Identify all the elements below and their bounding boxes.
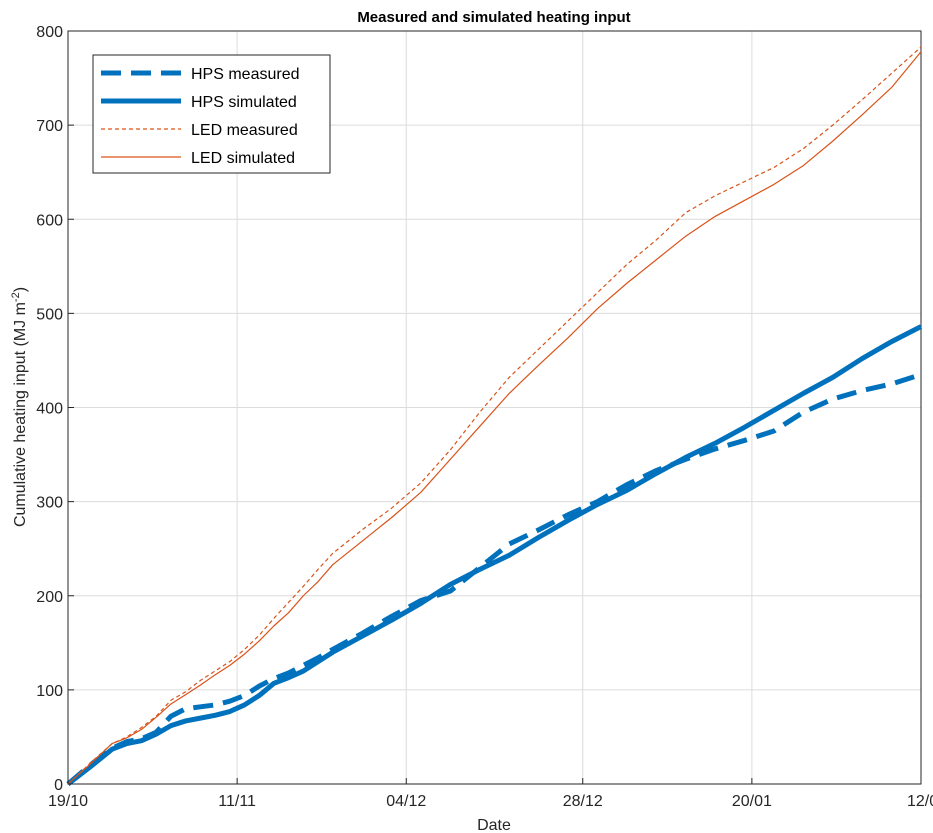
y-axis-label-close: ) <box>12 287 29 292</box>
y-tick-label: 600 <box>36 212 63 229</box>
series-line-hps-simulated <box>66 324 923 786</box>
x-tick-label: 28/12 <box>563 793 603 810</box>
x-tick-label: 19/10 <box>48 793 88 810</box>
legend-label-led-simulated: LED simulated <box>191 150 295 167</box>
legend: HPS measured HPS simulated LED measured … <box>92 54 331 174</box>
y-tick-label: 300 <box>36 495 63 512</box>
y-tick-label: 0 <box>54 777 63 794</box>
series-layer <box>66 46 923 786</box>
series-line-led-measured <box>67 46 922 785</box>
x-tick-label: 04/12 <box>386 793 426 810</box>
x-tick-label: 11/11 <box>218 793 256 810</box>
legend-label-hps-measured: HPS measured <box>191 66 300 83</box>
series-line-hps-measured <box>66 372 922 786</box>
y-axis-label-main: Cumulative heating input (MJ m <box>12 302 29 527</box>
y-tick-label: 700 <box>36 118 63 135</box>
series-line-led-simulated <box>67 51 922 785</box>
y-tick-label: 100 <box>36 683 63 700</box>
x-axis-label: Date <box>477 817 511 833</box>
x-tick-label: 20/01 <box>732 793 772 810</box>
x-tick-label: 12/0 <box>907 793 933 810</box>
legend-label-hps-simulated: HPS simulated <box>191 94 297 111</box>
axis-ticks: 0 100 200 300 400 500 600 700 800 19/10 11/11 04/12… <box>36 24 933 810</box>
y-tick-label: 800 <box>36 24 63 41</box>
y-axis-label-superscript: -2 <box>10 292 22 302</box>
y-tick-label: 500 <box>36 306 63 323</box>
chart-title: Measured and simulated heating input <box>357 9 630 26</box>
y-axis-label: Cumulative heating input (MJ m-2) <box>10 287 29 527</box>
y-tick-label: 200 <box>36 589 63 606</box>
legend-label-led-measured: LED measured <box>191 122 298 139</box>
y-tick-label: 400 <box>36 401 63 418</box>
